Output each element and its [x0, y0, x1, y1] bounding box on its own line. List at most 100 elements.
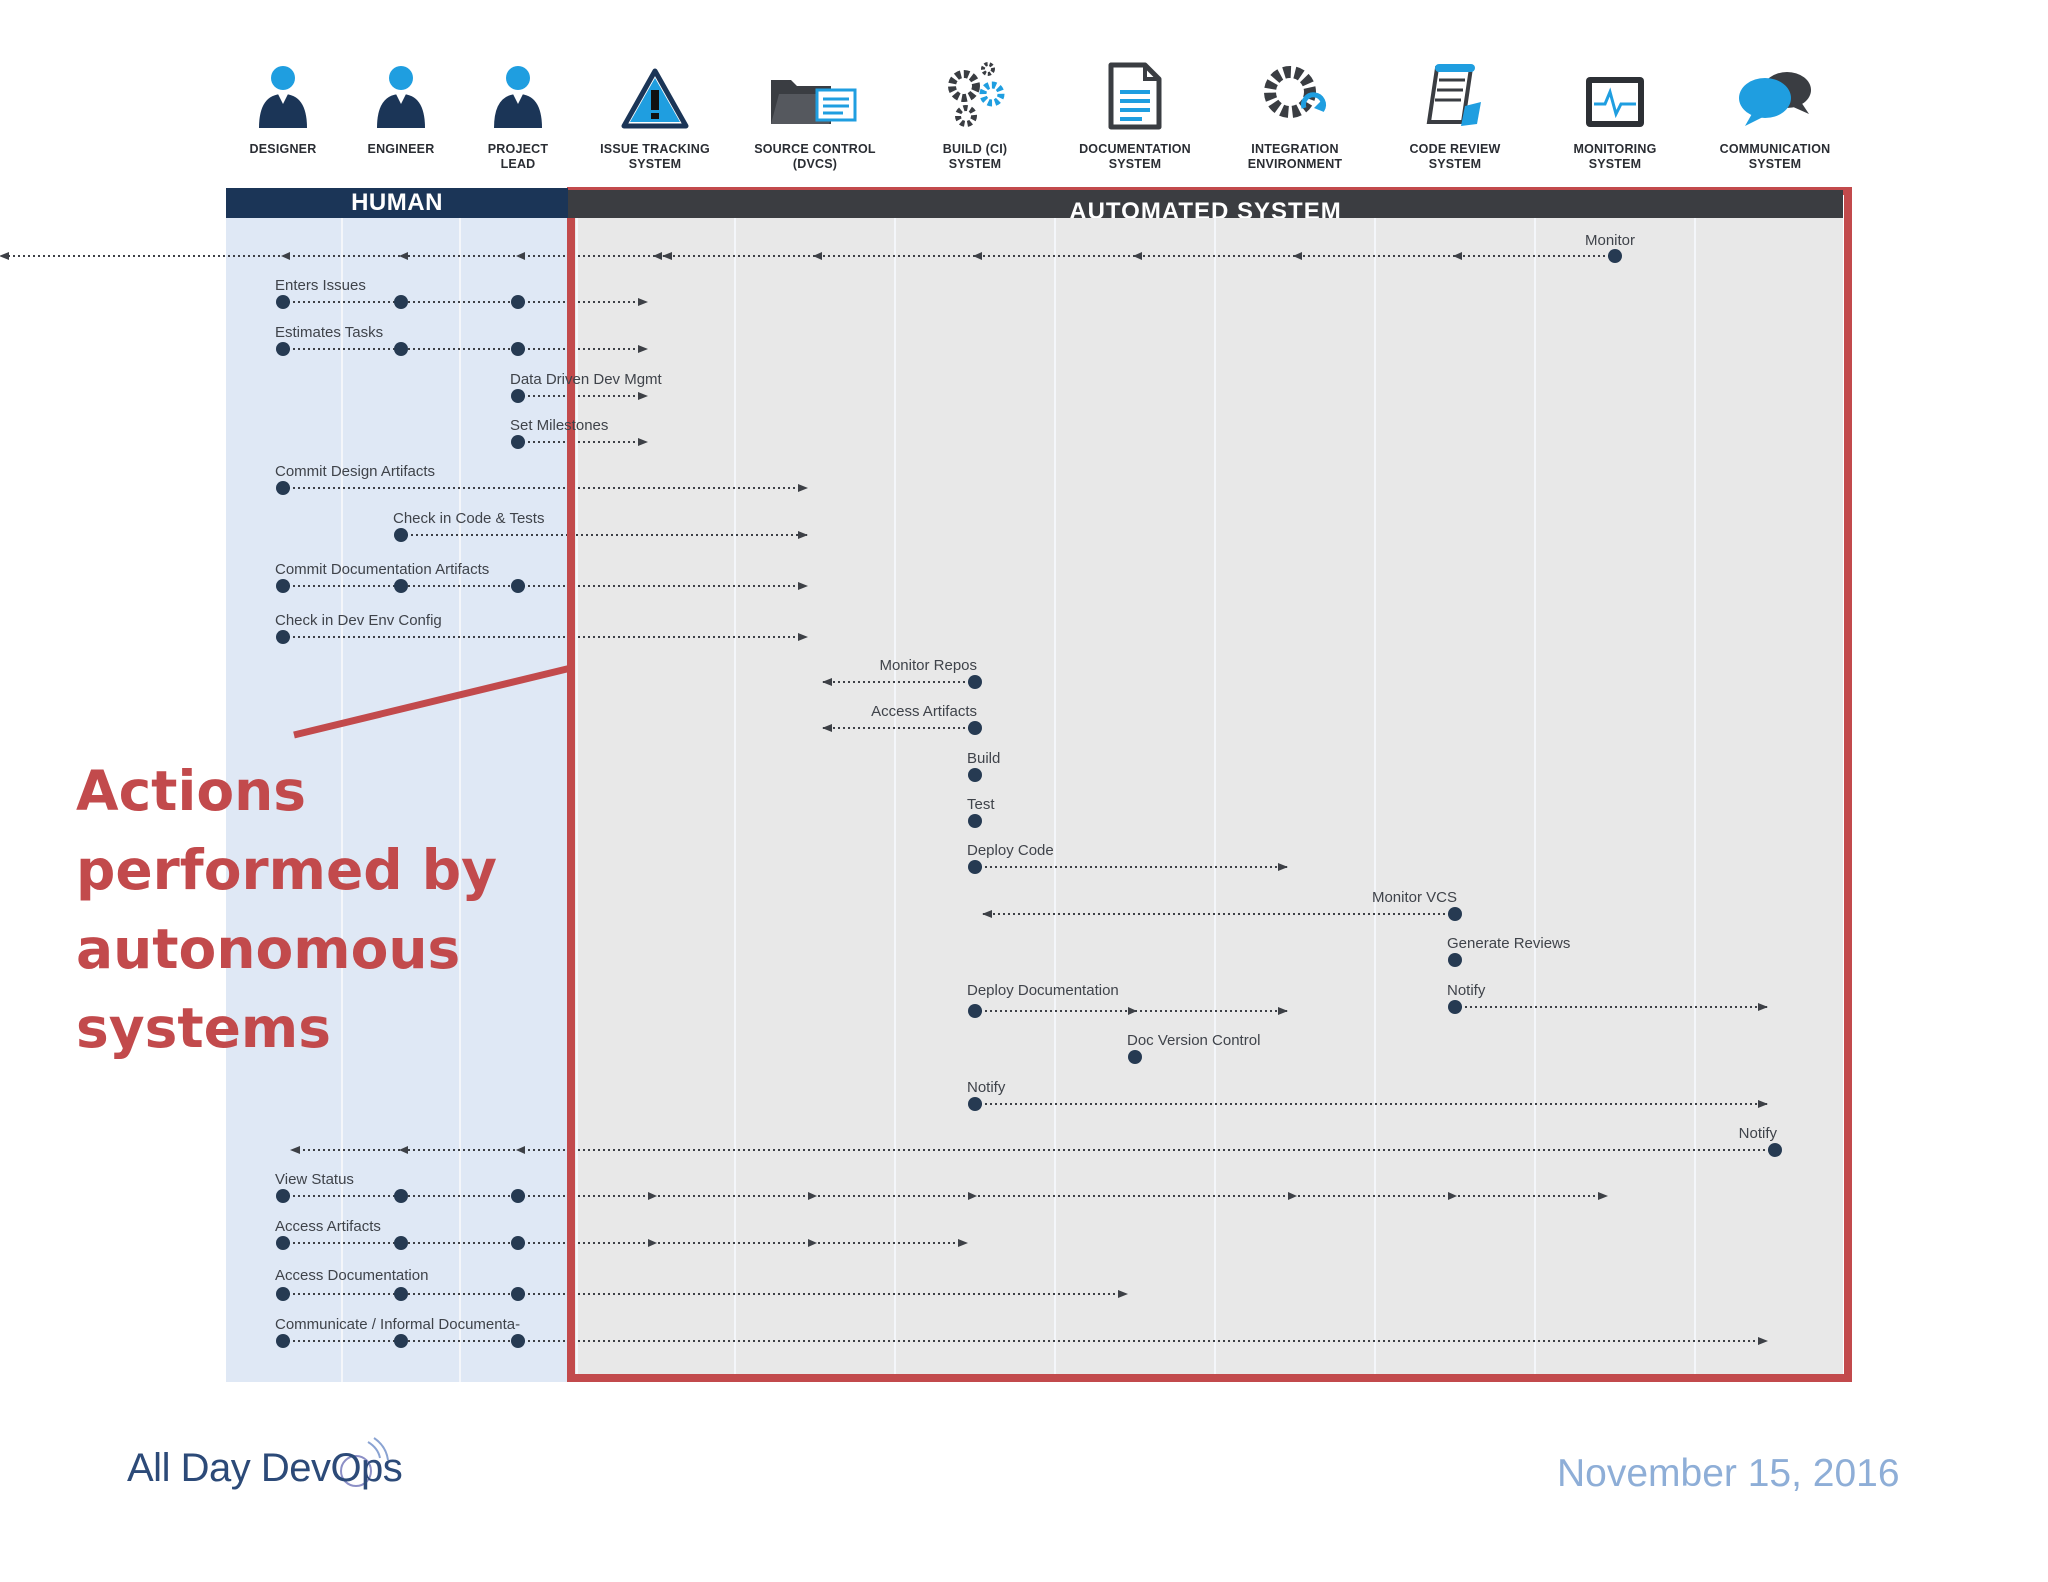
callout-line: systems [76, 996, 331, 1060]
action-label: Monitor VCS [1371, 889, 1457, 906]
action-label: Set Milestones [510, 417, 609, 434]
action-dot [1768, 1143, 1782, 1157]
action-label: Deploy Documentation [967, 982, 1119, 999]
person-icon [321, 40, 481, 130]
action-dot [511, 1287, 525, 1301]
action-dot [968, 814, 982, 828]
action-dot [511, 1334, 525, 1348]
action-dot [511, 579, 525, 593]
action-label: Communicate / Informal Documenta- [275, 1316, 521, 1333]
warning-icon [575, 40, 735, 130]
action-label: Commit Documentation Artifacts [275, 561, 490, 578]
person-icon [203, 40, 363, 130]
document-icon [1055, 40, 1215, 130]
action-label: Notify [967, 1079, 1006, 1096]
column-label: CODE REVIEW SYSTEM [1409, 142, 1501, 171]
arrow-tick [808, 1192, 817, 1200]
action-dot [511, 295, 525, 309]
column-label: ISSUE TRACKING SYSTEM [600, 142, 710, 171]
arrow-tick [1128, 1007, 1137, 1015]
action-dot [968, 675, 982, 689]
action-label: Enters Issues [275, 277, 366, 294]
gear-sync-icon [1215, 40, 1375, 130]
automated-lane-background [568, 218, 1843, 1382]
action-dot [511, 1236, 525, 1250]
arrow-tick [399, 1146, 408, 1154]
action-dot [1128, 1050, 1142, 1064]
arrow-tick [516, 1146, 525, 1154]
action-label: Doc Version Control [1127, 1032, 1261, 1049]
action-dot [394, 579, 408, 593]
arrow-tick [648, 1192, 657, 1200]
column-label: DOCUMENTATION SYSTEM [1079, 142, 1191, 171]
action-dot [394, 342, 408, 356]
action-dot [968, 721, 982, 735]
action-label: Generate Reviews [1447, 935, 1571, 952]
arrow-tick [1133, 252, 1142, 260]
action-dot [968, 1004, 982, 1018]
arrow-tick [516, 252, 525, 260]
action-dot [276, 1334, 290, 1348]
action-dot [276, 1189, 290, 1203]
action-dot [1448, 907, 1462, 921]
action-dot [1448, 1000, 1462, 1014]
action-label: Access Artifacts [275, 1218, 381, 1235]
action-label: Check in Dev Env Config [275, 612, 442, 629]
action-label: View Status [275, 1171, 354, 1188]
callout-text: Actions performed by autonomous systems [76, 752, 506, 1068]
monitor-icon [1535, 40, 1695, 130]
action-dot [276, 295, 290, 309]
action-label: Monitor [1585, 232, 1636, 249]
column-label: DESIGNER [249, 142, 317, 156]
action-dot [511, 342, 525, 356]
action-label: Access Artifacts [871, 703, 977, 720]
action-dot [276, 1236, 290, 1250]
action-label: Build [967, 750, 1001, 767]
column-label: SOURCE CONTROL (DVCS) [754, 142, 876, 171]
action-dot [394, 1334, 408, 1348]
action-dot [1448, 953, 1462, 967]
action-dot [276, 342, 290, 356]
arrow-tick [1293, 252, 1302, 260]
column-label: COMMUNICATION SYSTEM [1719, 142, 1831, 171]
action-label: Data Driven Dev Mgmt [510, 371, 662, 388]
action-dot [968, 1097, 982, 1111]
callout-line: autonomous [76, 917, 461, 981]
arrow-tick [968, 1192, 977, 1200]
action-label: Monitor Repos [879, 657, 977, 674]
column-label: ENGINEER [367, 142, 435, 156]
action-label: Estimates Tasks [275, 324, 384, 341]
gears-icon [895, 40, 1055, 130]
arrow-tick [808, 1239, 817, 1247]
action-dot [1608, 249, 1622, 263]
chat-bubbles-icon [1695, 40, 1855, 130]
arrow-tick [1453, 252, 1462, 260]
arrow-tick [973, 252, 982, 260]
action-dot [394, 295, 408, 309]
action-dot [276, 481, 290, 495]
action-dot [511, 389, 525, 403]
automated-system-band: AUTOMATED SYSTEM [568, 190, 1843, 218]
column-label: PROJECT LEAD [487, 142, 549, 171]
person-icon [438, 40, 598, 130]
action-dot [968, 768, 982, 782]
callout-line: performed by [76, 838, 497, 902]
callout-pointer-line [293, 664, 572, 739]
action-label: Notify [1738, 1125, 1777, 1142]
arrow-tick [399, 252, 408, 260]
action-label: Access Documentation [275, 1267, 429, 1284]
column-label: MONITORING SYSTEM [1573, 142, 1657, 171]
action-dot [394, 1287, 408, 1301]
human-lane-background [226, 218, 568, 1382]
column-label: BUILD (CI) SYSTEM [942, 142, 1008, 171]
arrow-tick [281, 252, 290, 260]
action-label: Notify [1447, 982, 1486, 999]
action-label: Commit Design Artifacts [275, 463, 436, 480]
all-day-devops-logo: All Day DevOps [127, 1446, 403, 1490]
presentation-date: November 15, 2016 [1557, 1452, 1900, 1495]
action-label: Check in Code & Tests [393, 510, 545, 527]
human-band: HUMAN [226, 188, 568, 218]
action-dot [394, 1189, 408, 1203]
